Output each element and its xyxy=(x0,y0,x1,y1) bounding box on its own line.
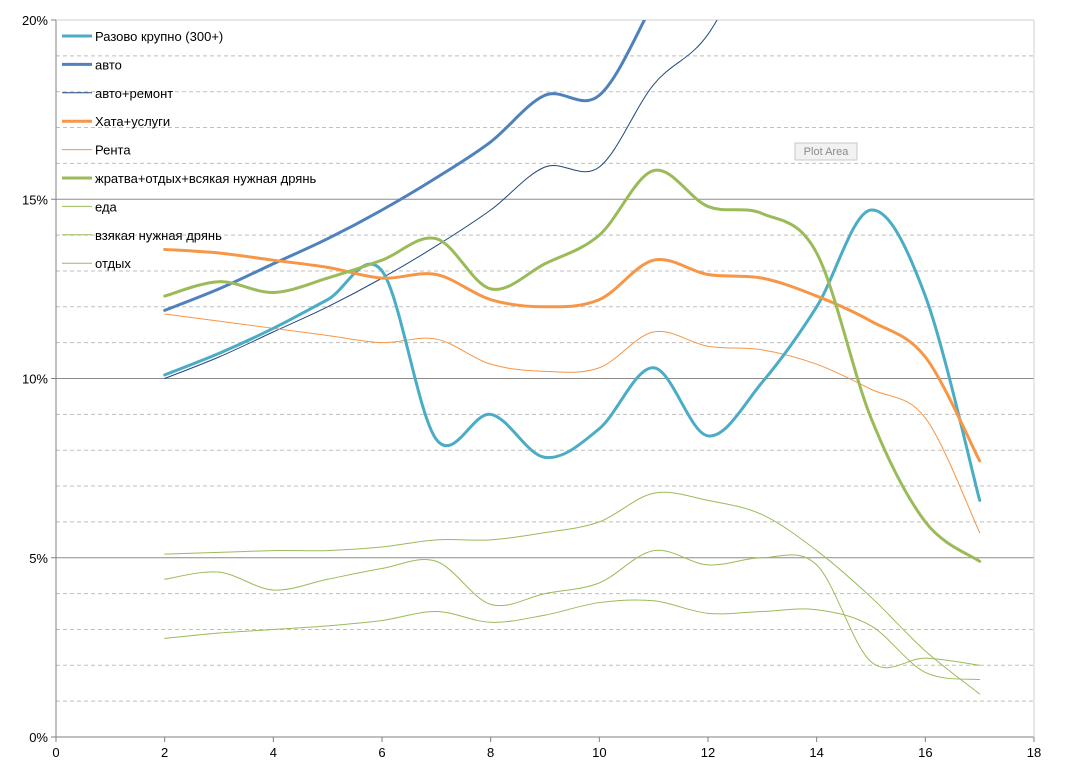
x-tick-label: 4 xyxy=(270,745,277,760)
legend-entry-label[interactable]: авто xyxy=(95,57,122,72)
y-tick-label: 10% xyxy=(22,372,48,387)
x-tick-label: 0 xyxy=(52,745,59,760)
y-tick-label: 5% xyxy=(29,551,48,566)
x-tick-label: 10 xyxy=(592,745,606,760)
x-axis-tick-labels: 0 2 4 6 8 10 12 14 16 18 xyxy=(52,737,1041,760)
series-line-6[interactable] xyxy=(163,168,982,563)
plot-area-tooltip-text: Plot Area xyxy=(804,146,850,158)
x-tick-label: 2 xyxy=(161,745,168,760)
series-line-2[interactable] xyxy=(163,0,708,312)
legend-entry-label[interactable]: авто+ремонт xyxy=(95,86,173,101)
gridlines xyxy=(56,55,1034,702)
series-line-3[interactable] xyxy=(164,0,763,379)
legend-entry-label[interactable]: Хата+услуги xyxy=(95,114,170,129)
x-tick-label: 14 xyxy=(809,745,823,760)
series-line-4[interactable] xyxy=(163,247,982,463)
y-tick-label: 20% xyxy=(22,13,48,28)
series-line-5[interactable] xyxy=(164,313,981,534)
x-tick-label: 12 xyxy=(701,745,715,760)
plot-area-tooltip: Plot Area xyxy=(794,142,858,161)
series-lines xyxy=(163,0,982,695)
series-line-7[interactable] xyxy=(164,549,981,669)
legend-entry-label[interactable]: Разово крупно (300+) xyxy=(95,29,223,44)
legend-entry-label[interactable]: еда xyxy=(95,199,118,214)
legend-entry-label[interactable]: Рента xyxy=(95,143,131,158)
y-tick-label: 0% xyxy=(29,730,48,745)
series-line-9[interactable] xyxy=(164,599,981,681)
series-line-8[interactable] xyxy=(164,491,981,695)
y-tick-label: 15% xyxy=(22,192,48,207)
legend-entry-label[interactable]: жратва+отдых+всякая нужная дрянь xyxy=(95,171,317,186)
legend-entry-label[interactable]: отдых xyxy=(95,256,131,271)
legend[interactable]: Разово крупно (300+) авто авто+ремонт Хата+… xyxy=(62,29,317,271)
x-tick-label: 6 xyxy=(378,745,385,760)
x-tick-label: 16 xyxy=(918,745,932,760)
legend-entry-label[interactable]: взякая нужная дрянь xyxy=(95,228,222,243)
series-line-1[interactable] xyxy=(163,208,982,502)
y-axis-tick-labels: 0% 5% 10% 15% 20% xyxy=(22,13,56,745)
x-tick-label: 18 xyxy=(1027,745,1041,760)
x-tick-label: 8 xyxy=(487,745,494,760)
